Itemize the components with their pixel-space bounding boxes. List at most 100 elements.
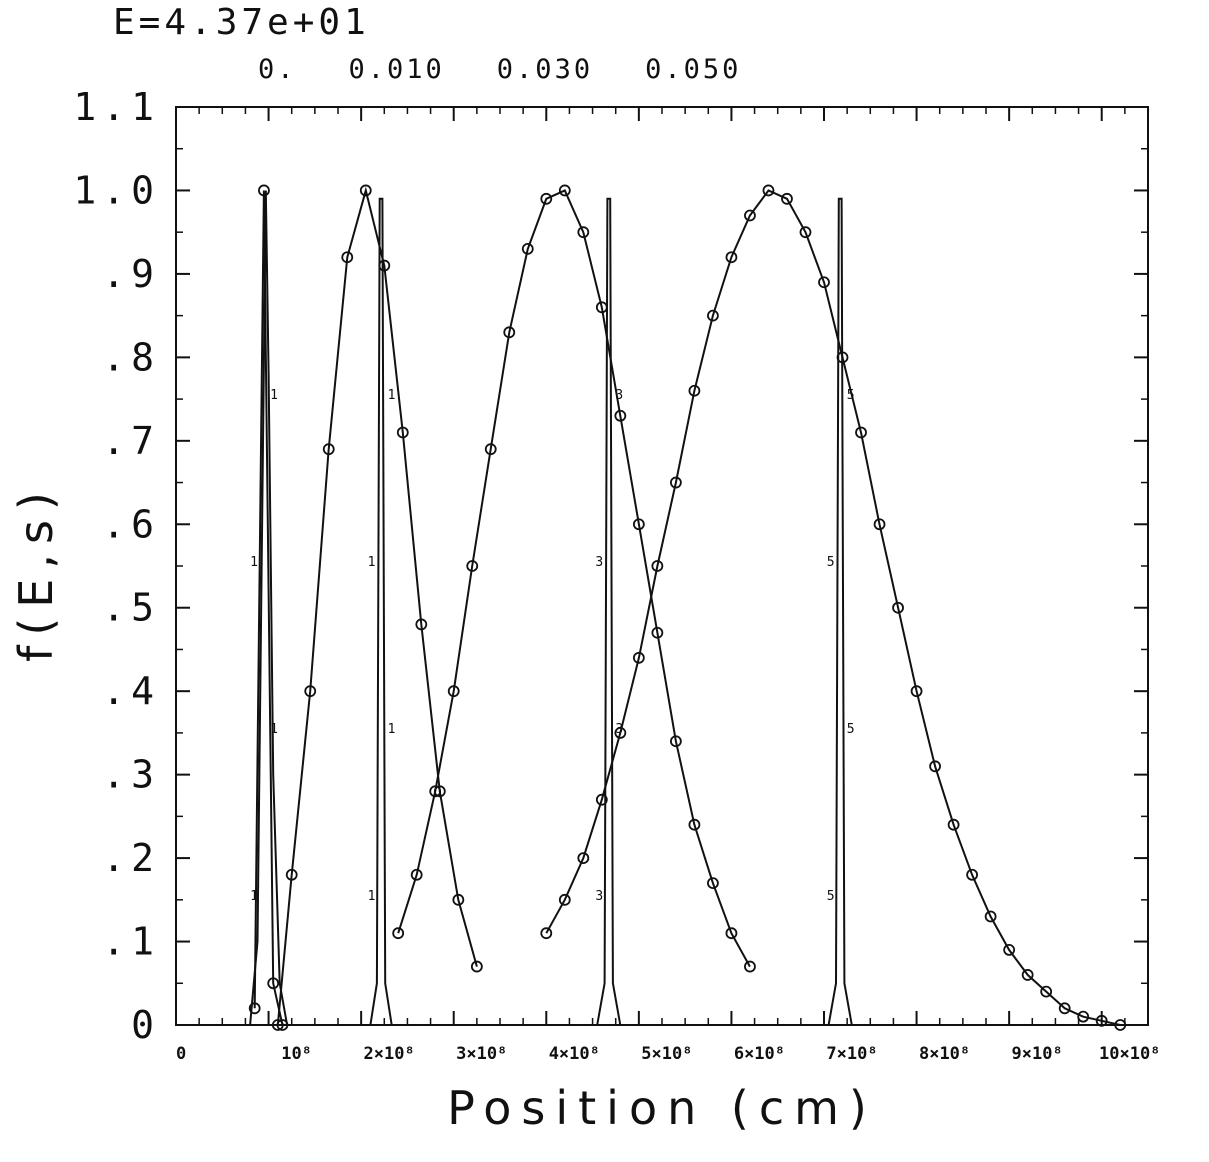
data-point [595, 793, 608, 806]
series-line-6 [596, 197, 622, 1026]
data-point [910, 685, 923, 698]
data-point [984, 910, 997, 923]
data-point [762, 184, 775, 197]
data-point [688, 384, 701, 397]
series-line-4 [249, 190, 289, 1026]
y-tick-label: .2 [102, 836, 160, 880]
data-point [744, 960, 756, 973]
data-point [285, 868, 298, 881]
data-point [577, 852, 590, 864]
data-point [1003, 943, 1016, 956]
y-tick-label: 0 [131, 1003, 160, 1047]
data-point [558, 893, 571, 906]
x-tick-label: 5×10⁸ [641, 1044, 692, 1064]
y-tick-label: .1 [102, 920, 160, 964]
spike-label: 1 [368, 889, 376, 904]
data-point [725, 251, 738, 264]
y-tick-label: .8 [102, 335, 160, 379]
data-point [577, 226, 590, 239]
y-tick-label: .5 [102, 586, 160, 630]
data-point [304, 685, 317, 698]
data-point [1021, 969, 1034, 981]
data-point [447, 685, 460, 698]
data-point [669, 476, 682, 489]
data-point [540, 192, 553, 205]
y-tick-label: 1.0 [73, 168, 160, 212]
data-point [392, 927, 405, 940]
data-point [271, 1019, 284, 1031]
series-line-5 [369, 197, 393, 1026]
data-point [415, 618, 428, 631]
data-point [341, 251, 354, 264]
x-tick-label: 8×10⁸ [919, 1044, 970, 1064]
x-tick-label: 7×10⁸ [826, 1044, 877, 1064]
data-point [359, 184, 372, 197]
x-tick-label: 3×10⁸ [456, 1044, 507, 1064]
series-group: 1 1 1 1 1 1 1 1 3 3 3 3 5 5 5 5 [248, 184, 1127, 1031]
data-point [688, 818, 701, 831]
spike-label: 1 [368, 555, 376, 570]
spike-label: 1 [250, 555, 258, 570]
data-point [707, 309, 719, 322]
x-tick-label: 4×10⁸ [549, 1044, 600, 1064]
data-point [725, 927, 738, 940]
spike-label: 3 [595, 889, 603, 904]
data-point [818, 276, 830, 289]
spike-label: 5 [847, 722, 855, 737]
data-point [484, 443, 497, 456]
data-point [929, 760, 941, 773]
data-point [947, 818, 960, 831]
data-point [1077, 1010, 1090, 1023]
data-point [966, 868, 979, 881]
spike-label: 1 [388, 722, 396, 737]
x-tick-label: 6×10⁸ [734, 1044, 785, 1064]
y-tick-label: .6 [102, 502, 160, 546]
x-tick-label: 10⁸ [281, 1044, 312, 1064]
y-tick-label: .3 [102, 753, 160, 797]
data-point [873, 518, 886, 531]
time-label-3: 0.050 [645, 54, 742, 85]
energy-label: E=4.37e+01 [113, 2, 370, 43]
data-point [1114, 1019, 1127, 1031]
data-point [267, 977, 280, 990]
series-line-2 [397, 189, 751, 968]
data-point [1058, 1002, 1071, 1015]
x-tick-label: 0 [176, 1044, 186, 1064]
time-label-0: 0. [258, 54, 297, 85]
series-line-7 [827, 197, 853, 1026]
data-point [503, 326, 516, 339]
x-tick-label: 9×10⁸ [1012, 1044, 1063, 1064]
series-line-1 [276, 186, 478, 1026]
data-point [632, 651, 645, 664]
spike-label: 1 [388, 388, 396, 403]
data-point [558, 184, 571, 197]
data-point [1095, 1014, 1108, 1027]
y-tick-label: .9 [102, 252, 160, 296]
spike-label: 3 [595, 555, 603, 570]
spike-label: 1 [270, 722, 278, 737]
data-point [1040, 985, 1053, 998]
spike-label: 1 [270, 388, 278, 403]
spike-label: 5 [827, 555, 835, 570]
data-point [396, 426, 409, 439]
data-point [744, 209, 756, 222]
data-point [614, 727, 627, 739]
data-point [429, 785, 442, 798]
y-tick-label: .7 [102, 419, 160, 463]
data-point [248, 1002, 261, 1015]
data-point [892, 601, 904, 614]
data-point [540, 927, 553, 940]
time-label-2: 0.030 [496, 54, 594, 85]
spike-label: 3 [615, 388, 623, 403]
data-point [470, 960, 483, 973]
data-point [521, 242, 534, 255]
x-tick-label: 10×10⁸ [1099, 1044, 1160, 1064]
x-axis-label: Position (cm) [447, 1081, 877, 1135]
spike-label: 1 [250, 889, 258, 904]
time-label-1: 0.010 [348, 54, 445, 85]
data-point [632, 518, 645, 531]
data-point [452, 893, 465, 906]
data-point [799, 226, 812, 239]
data-point [781, 192, 793, 205]
